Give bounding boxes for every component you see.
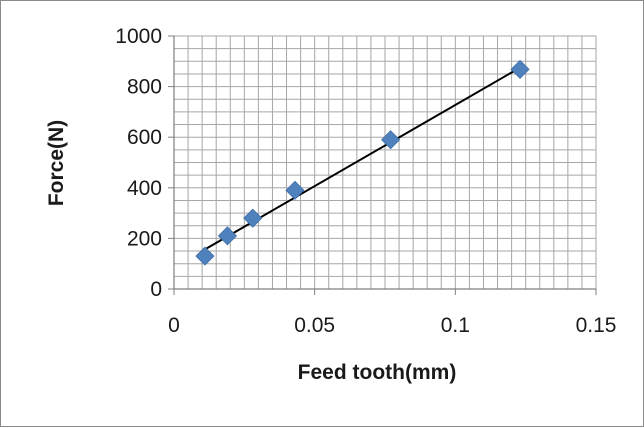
data-point-marker — [217, 226, 238, 246]
axes — [168, 35, 597, 295]
x-tick-label: 0.1 — [441, 314, 470, 337]
y-tick-label: 0 — [150, 278, 162, 301]
y-tick-label: 800 — [127, 76, 162, 99]
y-tick-label: 1000 — [115, 25, 162, 48]
data-point-marker — [285, 180, 305, 200]
grid — [174, 35, 597, 289]
y-tick-label: 400 — [127, 177, 162, 200]
data-points — [195, 59, 530, 266]
x-axis-title: Feed tooth(mm) — [298, 361, 457, 384]
x-tick-label: 0.15 — [576, 314, 617, 337]
y-tick-label: 600 — [127, 126, 162, 149]
tick-labels: 0 200 400 600 800 1000 0 0.05 0.1 0.15 — [115, 25, 616, 337]
data-point-marker — [510, 59, 530, 79]
x-tick-label: 0.05 — [294, 314, 335, 337]
y-axis-title: Force(N) — [45, 120, 68, 206]
data-point-marker — [195, 246, 215, 266]
x-tick-label: 0 — [168, 314, 180, 337]
y-tick-label: 200 — [127, 227, 162, 250]
data-point-marker — [381, 130, 401, 150]
data-point-marker — [243, 208, 263, 228]
